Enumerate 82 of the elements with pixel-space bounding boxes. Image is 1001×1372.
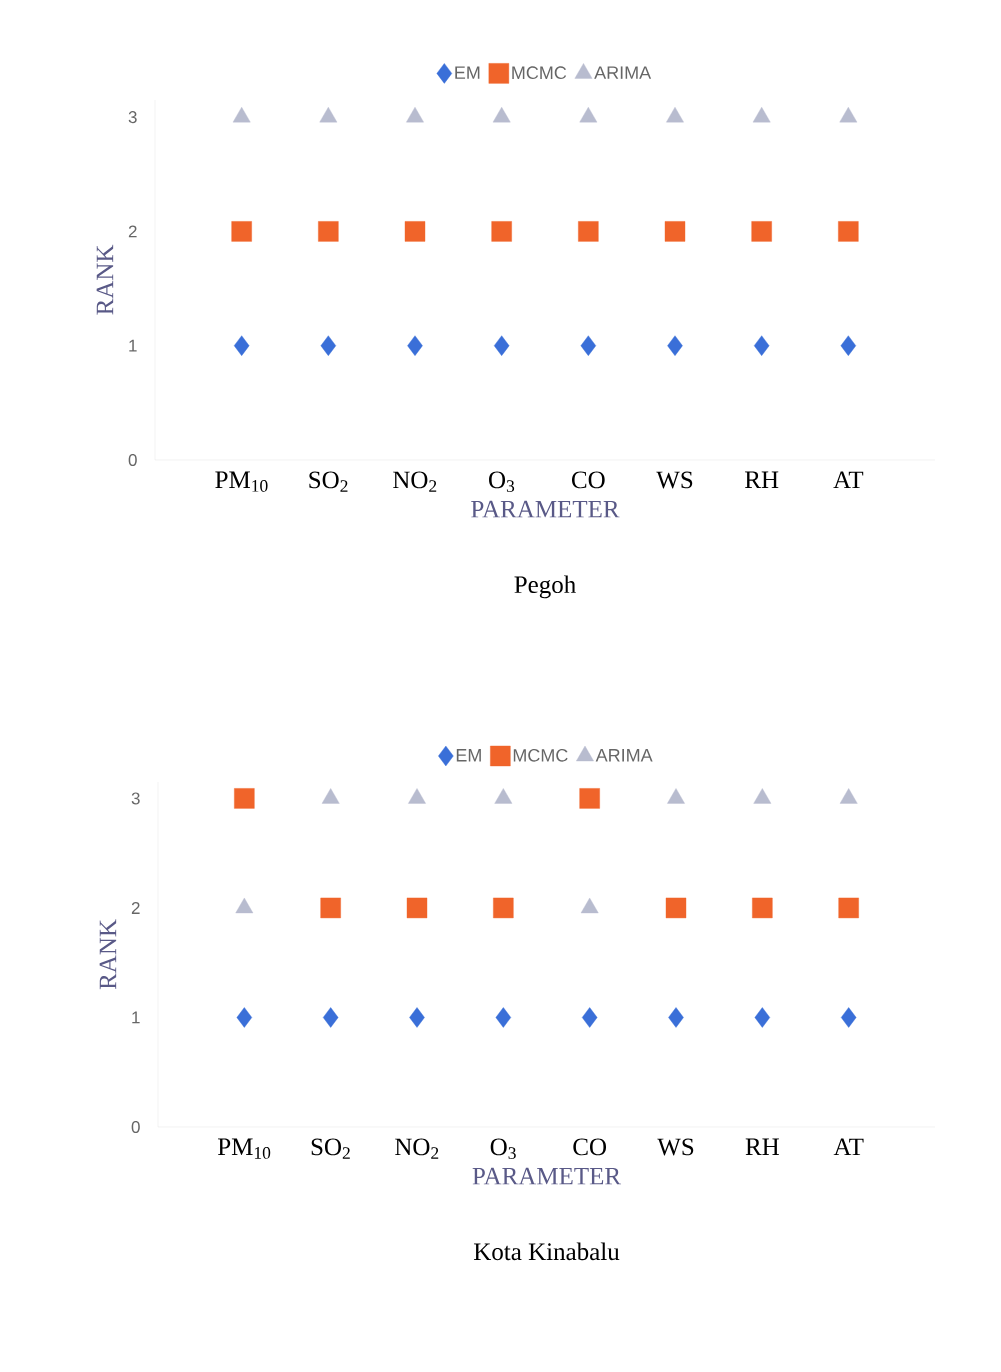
point: [668, 1007, 684, 1028]
x-tick-label: SO$_{2}$: [309, 471, 348, 492]
point: [407, 335, 423, 356]
point: [322, 1007, 339, 1028]
x-tick-label: NO$_{2}$: [393, 471, 437, 492]
point: [236, 1007, 253, 1028]
point: [408, 788, 426, 804]
point: [580, 897, 599, 914]
point: [232, 106, 251, 123]
point: [404, 221, 426, 242]
point: [235, 897, 254, 914]
y-tick-label: 0: [131, 1120, 140, 1134]
point: [320, 335, 337, 356]
point: [495, 1007, 512, 1028]
point: [491, 221, 512, 242]
legend-label: ARIMA: [595, 749, 653, 762]
point: [838, 897, 859, 919]
point: [406, 106, 424, 123]
x-axis-title: PARAMETER: [471, 500, 620, 518]
x-axis-title: PARAMETER: [472, 1167, 622, 1185]
point: [840, 335, 857, 356]
point: [581, 1007, 598, 1028]
x-tick-label: AT: [833, 1138, 864, 1156]
point: [754, 1007, 771, 1028]
legend-label: EM: [455, 66, 480, 79]
point: [406, 897, 428, 919]
point: [753, 335, 770, 356]
text: Kota Kinabalu: [473, 1242, 620, 1261]
x-tick-label: RH: [745, 1138, 779, 1155]
point: [579, 106, 598, 123]
point: [493, 335, 510, 356]
point: [839, 106, 858, 123]
point: [320, 897, 341, 919]
point: [233, 335, 250, 356]
point: [752, 897, 773, 919]
point: [494, 788, 513, 804]
x-tick-label: CO: [573, 1138, 607, 1156]
point: [578, 221, 599, 242]
y-tick-label: 3: [128, 111, 137, 124]
y-tick-label: 0: [128, 453, 137, 467]
point: [667, 335, 683, 356]
point: [752, 106, 771, 123]
y-tick-label: 3: [131, 792, 140, 805]
y-tick-label: 1: [129, 339, 137, 352]
point: [751, 221, 772, 242]
point: [580, 335, 597, 356]
point: [492, 106, 511, 123]
point: [664, 221, 686, 242]
point: [753, 788, 772, 804]
x-tick-label: PM$_{10}$: [215, 471, 268, 492]
y-tick-label: 1: [132, 1011, 140, 1024]
x-tick-label: WS: [657, 1138, 694, 1156]
y-axis-title: RANK: [99, 919, 117, 990]
point: [409, 1007, 425, 1028]
point: [838, 221, 859, 242]
x-tick-label: RH: [745, 471, 779, 488]
point: [667, 788, 685, 804]
point: [840, 1007, 857, 1028]
x-tick-label: AT: [833, 471, 864, 489]
x-tick-label: PM$_{10}$: [217, 1138, 271, 1159]
legend-label: ARIMA: [594, 66, 652, 79]
y-tick-label: 2: [128, 225, 137, 238]
point: [493, 897, 514, 919]
legend-label: MCMC: [512, 66, 567, 80]
x-tick-label: CO: [571, 471, 605, 489]
x-tick-label: O$_{3}$: [490, 1138, 516, 1159]
point: [231, 221, 252, 242]
text: Pegoh: [514, 575, 576, 599]
point: [318, 221, 339, 242]
x-tick-label: WS: [656, 471, 693, 489]
point: [839, 788, 858, 804]
point: [319, 106, 338, 123]
x-tick-label: NO$_{2}$: [395, 1138, 439, 1159]
point: [666, 106, 684, 123]
point: [665, 897, 687, 919]
y-tick-label: 2: [131, 902, 140, 914]
x-tick-label: SO$_{2}$: [311, 1138, 350, 1159]
x-tick-label: O$_{3}$: [489, 471, 515, 492]
legend-label: EM: [456, 749, 481, 762]
y-axis-title: RANK: [96, 244, 114, 315]
legend-label: MCMC: [513, 748, 568, 762]
point: [321, 788, 340, 804]
